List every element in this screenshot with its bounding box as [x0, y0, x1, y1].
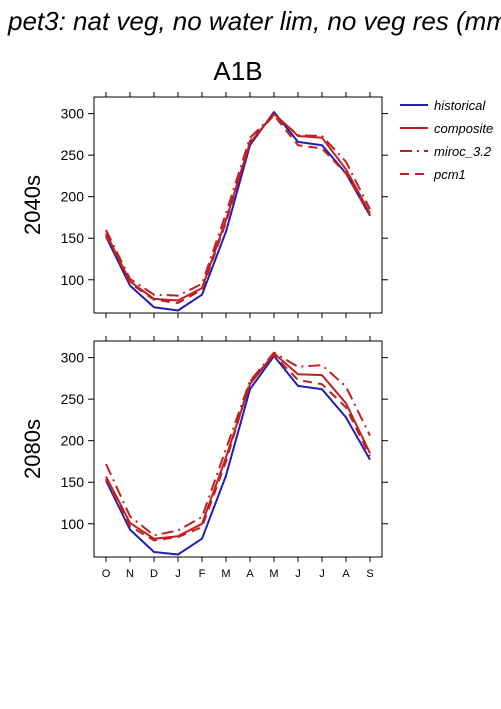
x-tick-label: J: [295, 568, 301, 580]
x-tick-label: D: [150, 568, 158, 580]
series-line-historical: [105, 355, 371, 556]
legend: historical composite miroc_3.2 pcm1: [400, 98, 493, 182]
x-tick-label: J: [319, 568, 325, 580]
y-tick-label: 250: [61, 391, 85, 407]
series-line-miroc_3.2: [105, 351, 371, 537]
series-line-composite: [105, 352, 371, 540]
x-tick-label: O: [102, 568, 111, 580]
series-line-composite: [105, 112, 371, 302]
panels: 100 150 200 250 300 2040s 100 150 200 250 300 O N D J F…: [20, 92, 388, 580]
y-tick-label: 100: [61, 516, 85, 532]
y-tick-label: 250: [61, 147, 85, 163]
y-tick-label: 300: [61, 106, 85, 122]
series-line-pcm1: [105, 114, 371, 304]
x-tick-label: F: [199, 568, 206, 580]
x-tick-label: S: [366, 568, 373, 580]
legend-item-composite: composite: [400, 121, 493, 136]
panel-frame: [93, 96, 383, 314]
x-tick-label: A: [246, 568, 254, 580]
series-line-historical: [105, 111, 371, 312]
row-label-2040s: 2040s: [20, 175, 45, 235]
panel-2080s: 100 150 200 250 300 O N D J F M A M J J A S 2080s: [20, 336, 388, 580]
chart-title: pet3: nat veg, no water lim, no veg res …: [7, 6, 501, 36]
legend-label: historical: [434, 98, 486, 113]
panel-2040s: 100 150 200 250 300 2040s: [20, 92, 388, 318]
x-tick-label: M: [221, 568, 230, 580]
scenario-label: A1B: [213, 56, 262, 86]
y-tick-label: 100: [61, 272, 85, 288]
y-tick-label: 200: [61, 433, 85, 449]
row-label-2080s: 2080s: [20, 419, 45, 479]
y-tick-label: 150: [61, 230, 85, 246]
x-tick-label: A: [342, 568, 350, 580]
series-line-miroc_3.2: [105, 113, 371, 297]
legend-item-miroc_3.2: miroc_3.2: [400, 144, 492, 159]
x-tick-label: J: [175, 568, 181, 580]
y-tick-label: 300: [61, 350, 85, 366]
legend-item-historical: historical: [400, 98, 486, 113]
y-tick-label: 200: [61, 189, 85, 205]
x-tick-label: N: [126, 568, 134, 580]
panel-frame: [93, 340, 383, 558]
legend-label: miroc_3.2: [434, 144, 492, 159]
legend-label: composite: [434, 121, 493, 136]
y-tick-label: 150: [61, 474, 85, 490]
x-tick-label: M: [269, 568, 278, 580]
legend-item-pcm1: pcm1: [400, 167, 466, 182]
legend-label: pcm1: [433, 167, 466, 182]
series-line-pcm1: [105, 354, 371, 542]
